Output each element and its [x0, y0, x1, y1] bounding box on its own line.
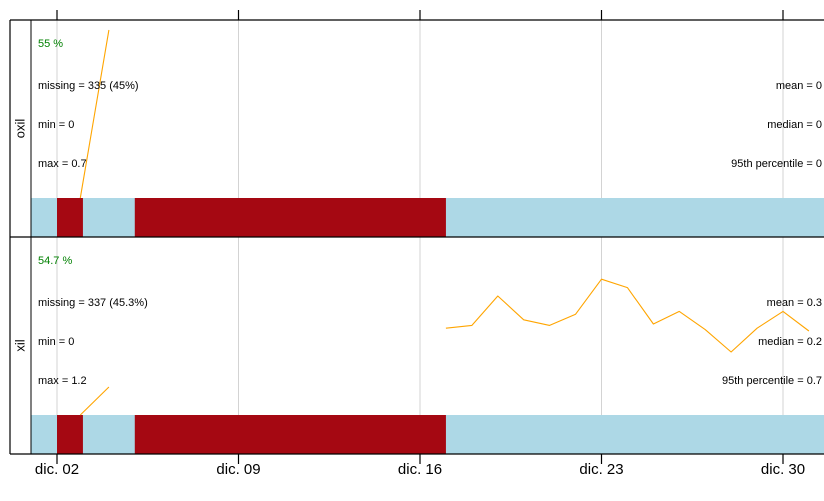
stat-left-label: missing = 335 (45%): [38, 80, 139, 92]
missing-data-segment: [134, 415, 446, 454]
stat-right-label: median = 0.2: [758, 336, 822, 348]
missing-data-segment: [57, 198, 83, 237]
stat-left-label: min = 0: [38, 336, 74, 348]
stat-right-label: 95th percentile = 0.7: [722, 375, 822, 387]
x-tick-label: dic. 02: [35, 461, 79, 478]
series-line: [79, 29, 110, 199]
x-tick-label: dic. 09: [216, 461, 260, 478]
missing-data-segment: [57, 415, 83, 454]
stat-left-label: max = 0.7: [38, 158, 87, 170]
panel-strip-label: oxil: [13, 119, 28, 139]
x-tick-label: dic. 16: [398, 461, 442, 478]
stat-left-label: max = 1.2: [38, 375, 87, 387]
stat-right-label: mean = 0.3: [767, 297, 822, 309]
stat-right-label: mean = 0: [776, 80, 822, 92]
missing-data-segment: [134, 198, 446, 237]
series-line: [79, 386, 110, 416]
pct-available-label: 54.7 %: [38, 255, 72, 267]
x-tick-label: dic. 30: [761, 461, 805, 478]
stat-left-label: min = 0: [38, 119, 74, 131]
stat-right-label: 95th percentile = 0: [731, 158, 822, 170]
series-line: [445, 278, 810, 353]
pct-available-label: 55 %: [38, 38, 63, 50]
stat-right-label: median = 0: [767, 119, 822, 131]
panel-strip-label: xil: [13, 339, 28, 351]
stat-left-label: missing = 337 (45.3%): [38, 297, 148, 309]
x-tick-label: dic. 23: [579, 461, 623, 478]
